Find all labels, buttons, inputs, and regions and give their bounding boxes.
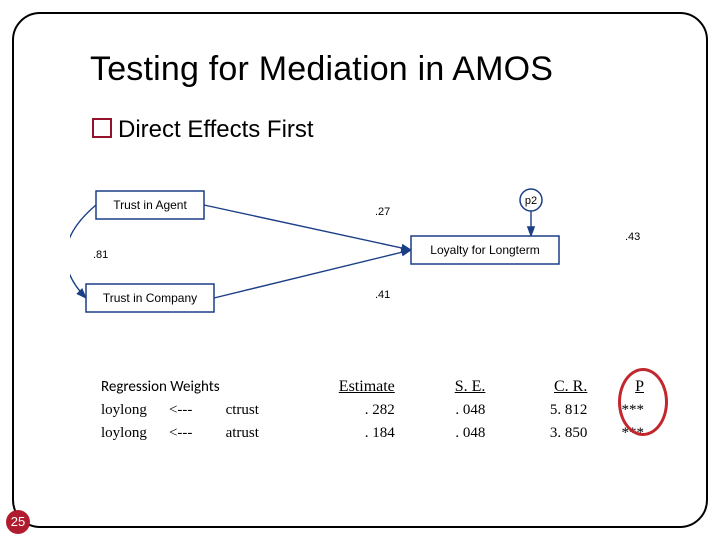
table-header-left: Regression Weights: [95, 375, 288, 399]
table-cell: ***: [593, 399, 650, 422]
page-number: 25: [6, 510, 30, 534]
bullet-box-icon: [92, 118, 112, 138]
svg-text:Trust in Agent: Trust in Agent: [113, 198, 187, 212]
table-cell: <---: [163, 399, 220, 422]
table-cell: <---: [163, 422, 220, 445]
mediation-diagram: .81 .27 .41 .43 Trust in Agent Trust in Compa…: [70, 170, 650, 340]
table-cell: . 048: [401, 422, 492, 445]
svg-text:Loyalty for Longterm: Loyalty for Longterm: [430, 243, 539, 257]
table-column-header: S. E.: [401, 375, 492, 399]
regression-table: Regression WeightsEstimateS. E.C. R.Ploy…: [95, 375, 650, 445]
table-cell: atrust: [220, 422, 288, 445]
table-cell: 3. 850: [491, 422, 593, 445]
bullet-line: Direct Effects First: [92, 116, 314, 144]
table-cell: ***: [593, 422, 650, 445]
slide-title: Testing for Mediation in AMOS: [90, 50, 553, 89]
table-cell: 5. 812: [491, 399, 593, 422]
svg-text:.43: .43: [625, 231, 640, 243]
bullet-text: Direct Effects First: [118, 116, 314, 143]
table-column-header: P: [593, 375, 650, 399]
svg-text:p2: p2: [525, 195, 537, 207]
table-cell: loylong: [95, 422, 163, 445]
table-cell: . 184: [288, 422, 401, 445]
table-row: loylong<---ctrust. 282. 0485. 812***: [95, 399, 650, 422]
table-cell: loylong: [95, 399, 163, 422]
table-column-header: Estimate: [288, 375, 401, 399]
table-cell: . 282: [288, 399, 401, 422]
table-column-header: C. R.: [491, 375, 593, 399]
svg-text:.81: .81: [93, 249, 108, 261]
table-cell: . 048: [401, 399, 492, 422]
svg-text:.27: .27: [375, 206, 390, 218]
svg-text:.41: .41: [375, 289, 390, 301]
svg-text:Trust in Company: Trust in Company: [103, 291, 197, 305]
table-row: loylong<---atrust. 184. 0483. 850***: [95, 422, 650, 445]
table-cell: ctrust: [220, 399, 288, 422]
slide: Testing for Mediation in AMOS Direct Eff…: [0, 0, 720, 540]
